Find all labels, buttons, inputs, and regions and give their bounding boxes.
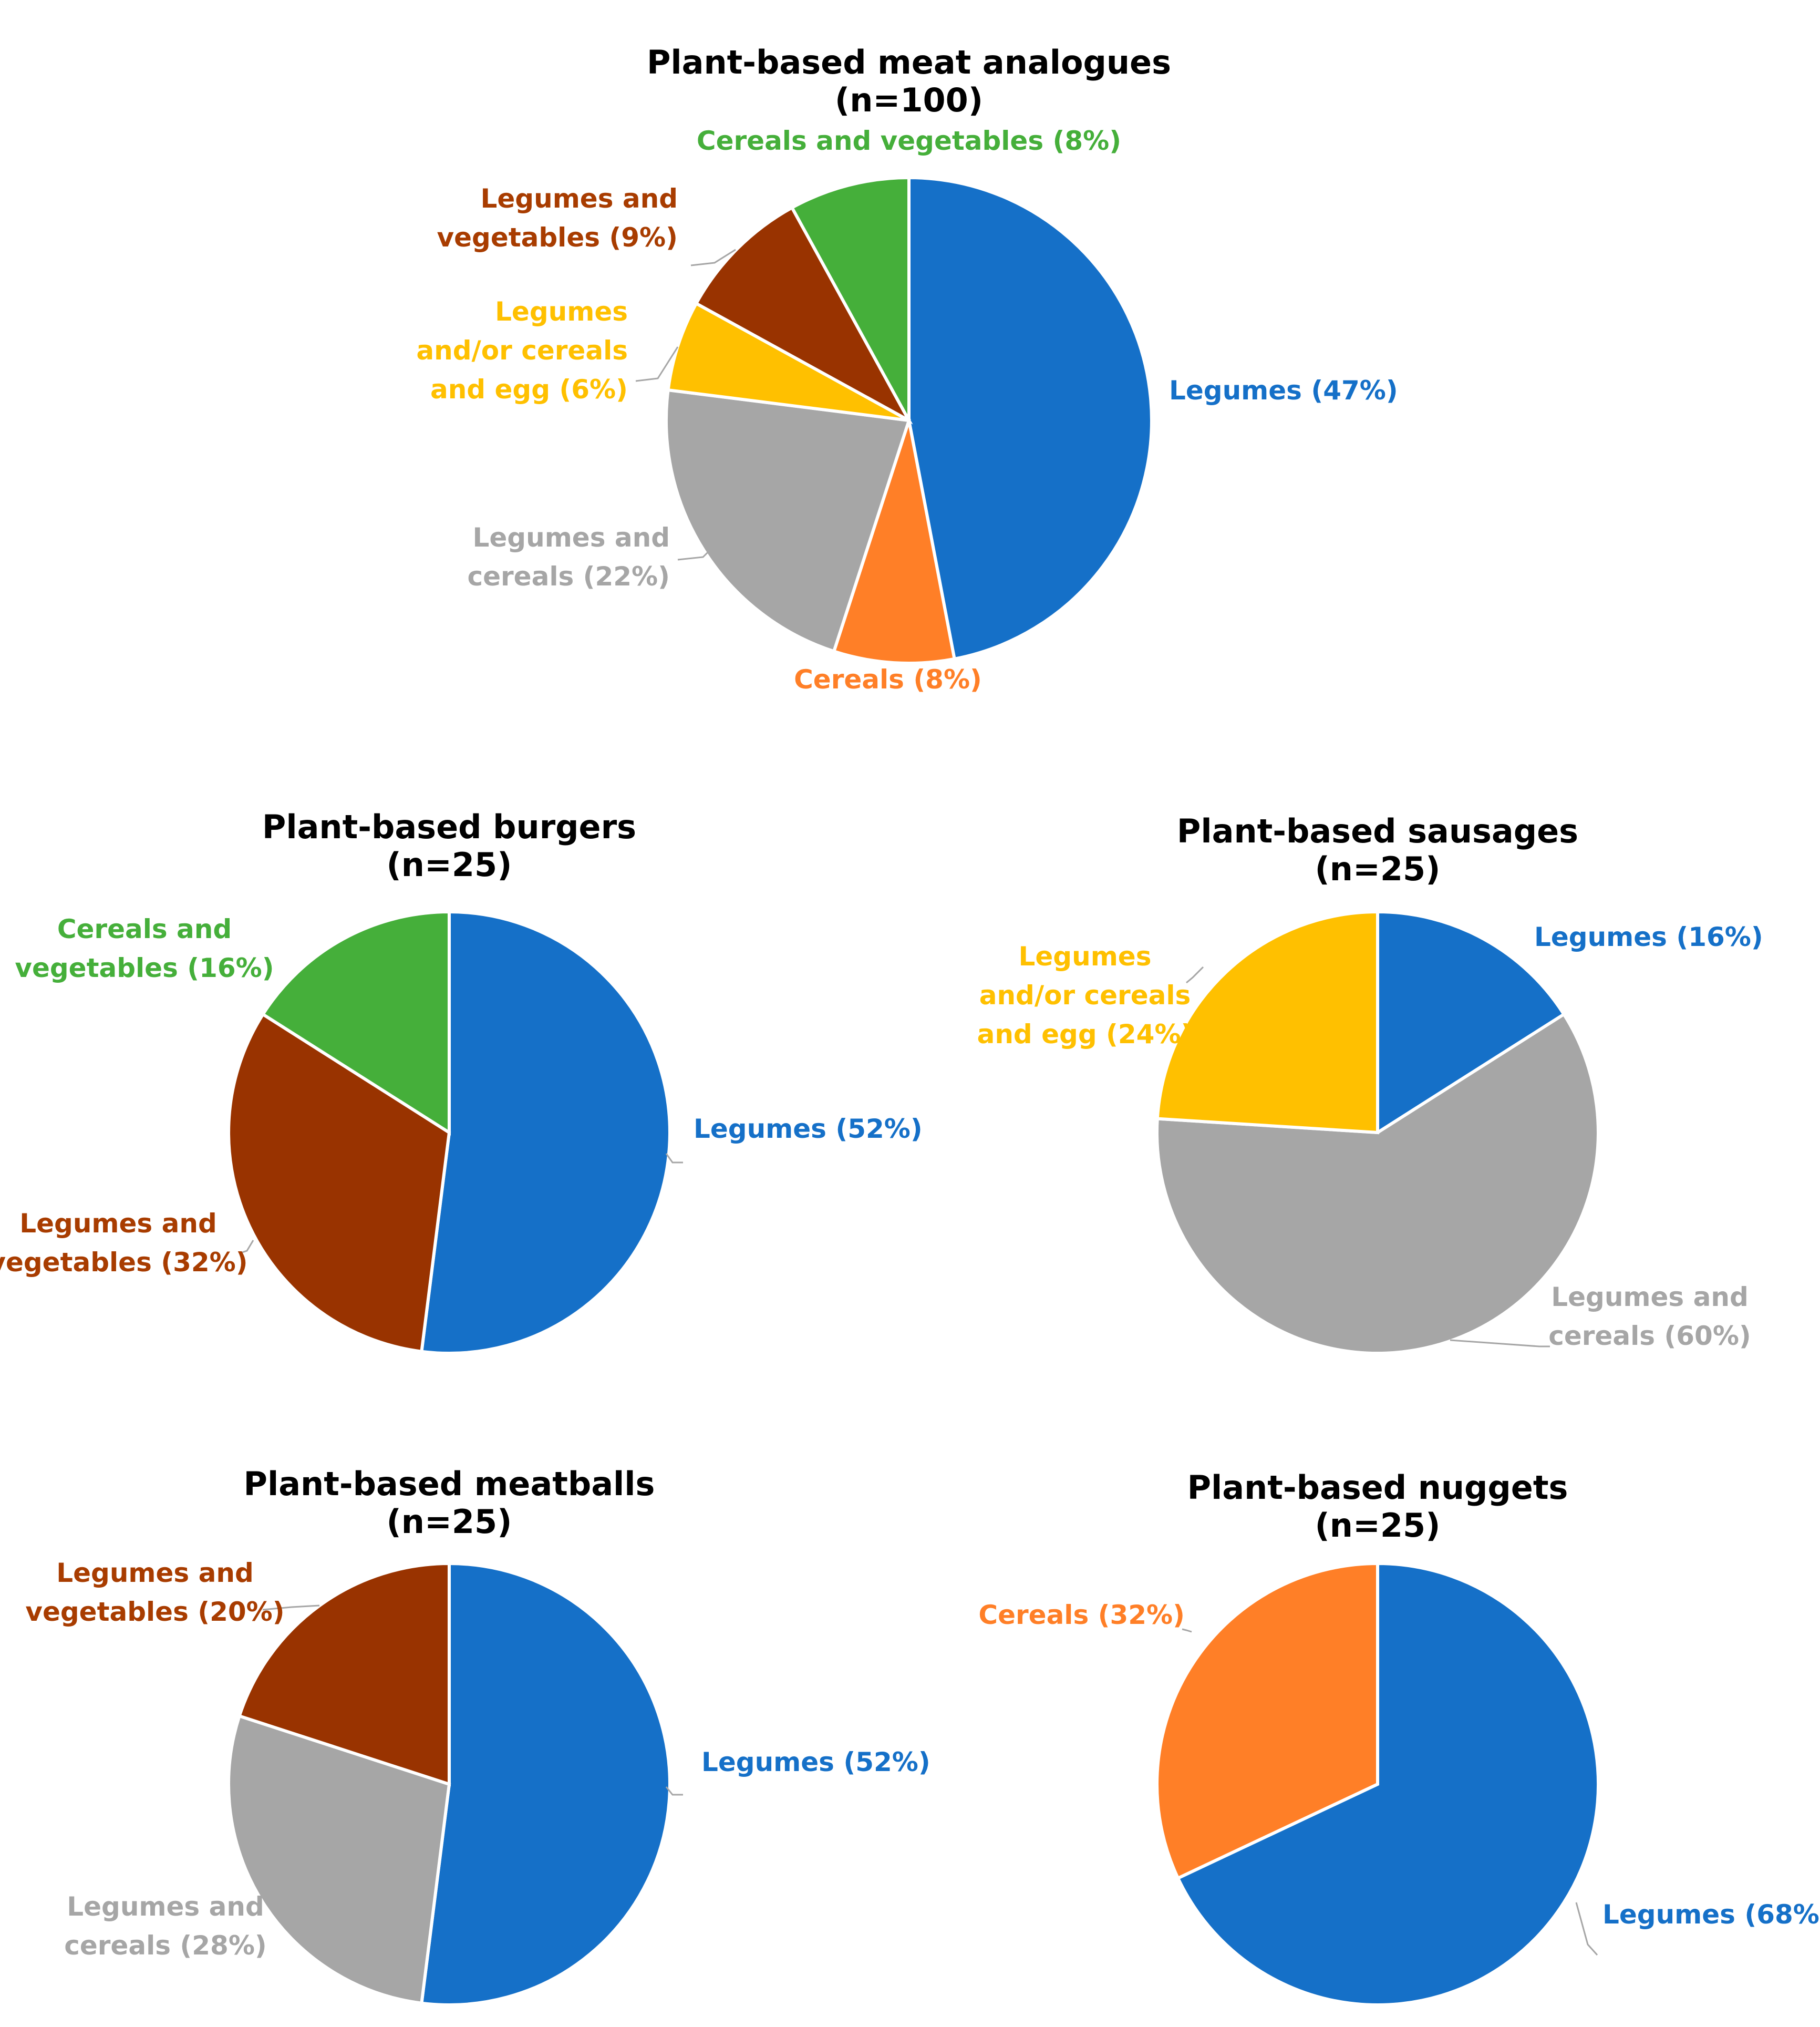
plant-based-meatballs-label-legumes: Legumes (52%) [701, 1747, 930, 1777]
plant-based-sausages-chart: Plant-based sausages(n=25) Legumes (16%) L… [977, 812, 1763, 1355]
plant-based-nuggets-slice-cereals [1155, 1561, 1379, 1880]
plant-based-meatballs-subtitle: (n=25) [386, 1503, 512, 1541]
plant-based-meatballs-label-legumes-and-vegetables: Legumes and vegetables (20%) [25, 1558, 284, 1627]
plant-based-sausages-slice-legumes-and-cereals [1155, 1012, 1600, 1355]
plant-based-sausages-slice-legumes-and-or-cereals-and-egg [1155, 910, 1379, 1135]
plant-based-meat-analogues-subtitle: (n=100) [835, 81, 983, 119]
plant-based-burgers-label-legumes: Legumes (52%) [694, 1114, 923, 1144]
plant-based-burgers-label-legumes-and-vegetables: Legumes and vegetables (32%) [0, 1208, 248, 1278]
plant-based-sausages-label-legumes-and-cereals: Legumes and cereals (60%) [1548, 1282, 1751, 1351]
plant-based-burgers-chart: Plant-based burgers(n=25) Legumes (52%) Le… [0, 808, 923, 1355]
plant-based-burgers-slice-cereals-and-vegetables [261, 910, 451, 1136]
plant-based-meat-analogues-label-legumes: Legumes (47%) [1169, 375, 1398, 406]
plant-based-meat-analogues-leader-legumes-and-vegetables [690, 249, 736, 266]
plant-based-meat-analogues-slice-legumes-and-vegetables [694, 205, 913, 425]
plant-based-sausages-leader-legumes-and-cereals [1450, 1339, 1550, 1347]
plant-based-meatballs-title: Plant-based meatballs [244, 1465, 655, 1503]
plant-based-nuggets-slice-legumes [1176, 1561, 1600, 2007]
plant-based-nuggets-label-legumes: Legumes (68%) [1602, 1899, 1820, 1930]
plant-based-meat-analogues-slice-legumes [907, 176, 1153, 661]
plant-based-meat-analogues-leader-legumes-and-cereals [677, 546, 715, 561]
plant-based-sausages-label-legumes-and-or-cereals-and-egg: Legumes and/or cereals and egg (24%) [977, 941, 1193, 1049]
plant-based-meat-analogues-slice-cereals-and-vegetables [790, 176, 911, 421]
plant-based-meat-analogues-chart: Plant-based meat analogues(n=100) Legumes… [416, 43, 1398, 695]
plant-based-meatballs-chart: Plant-based meatballs(n=25) Legumes (52%)… [25, 1465, 930, 2007]
plant-based-sausages-subtitle: (n=25) [1315, 850, 1440, 888]
plant-based-nuggets-chart: Plant-based nuggets(n=25) Legumes (68%) Ce… [978, 1468, 1820, 2007]
plant-based-meat-analogues-label-legumes-and-or-cereals-and-egg: Legumes and/or cereals and egg (6%) [416, 296, 628, 405]
plant-based-burgers-slice-legumes [420, 910, 671, 1355]
plant-based-nuggets-label-cereals: Cereals (32%) [978, 1600, 1185, 1630]
plant-based-sausages-label-legumes: Legumes (16%) [1534, 922, 1763, 952]
plant-based-burgers-leader-legumes [665, 1153, 683, 1164]
plant-based-meat-analogues-title: Plant-based meat analogues [647, 43, 1171, 81]
plant-based-nuggets-title: Plant-based nuggets [1187, 1468, 1568, 1507]
plant-based-meatballs-leader-legumes [665, 1786, 683, 1796]
plant-based-meatballs-slice-legumes-and-cereals [227, 1714, 451, 2005]
plant-based-meat-analogues-slice-cereals [832, 420, 957, 665]
plant-based-meatballs-slice-legumes [420, 1561, 671, 2007]
plant-based-nuggets-subtitle: (n=25) [1315, 1506, 1440, 1545]
plant-based-burgers-title: Plant-based burgers [262, 808, 636, 846]
plant-based-meat-analogues-label-cereals: Cereals (8%) [794, 664, 982, 695]
plant-based-meat-analogues-label-legumes-and-cereals: Legumes and cereals (22%) [467, 522, 670, 592]
plant-based-meat-analogues-slice-legumes-and-cereals [664, 388, 911, 654]
plant-based-meatballs-label-legumes-and-cereals: Legumes and cereals (28%) [64, 1891, 267, 1961]
plant-based-sausages-slice-legumes [1376, 910, 1566, 1136]
plant-based-meat-analogues-leader-legumes-and-or-cereals-and-egg [635, 346, 679, 382]
plant-based-meatballs-leader-legumes-and-vegetables [262, 1604, 320, 1611]
plant-based-burgers-subtitle: (n=25) [386, 846, 512, 884]
plant-based-meatballs-slice-legumes-and-vegetables [237, 1561, 451, 1787]
plant-based-nuggets-leader-cereals [1182, 1628, 1192, 1633]
plant-based-sausages-leader-legumes-and-or-cereals-and-egg [1186, 966, 1204, 984]
plant-based-meat-analogues-slice-legumes-and-or-cereals-and-egg [666, 301, 910, 422]
plant-based-sausages-title: Plant-based sausages [1177, 812, 1578, 850]
plant-based-meat-analogues-label-legumes-and-vegetables: Legumes and vegetables (9%) [437, 183, 678, 253]
plant-based-meat-analogues-label-cereals-and-vegetables: Cereals and vegetables (8%) [697, 126, 1121, 156]
plant-based-burgers-leader-legumes-and-vegetables [239, 1240, 254, 1254]
plant-based-burgers-label-cereals-and-vegetables: Cereals and vegetables (16%) [15, 914, 274, 983]
plant-based-nuggets-leader-legumes [1575, 1902, 1598, 1956]
